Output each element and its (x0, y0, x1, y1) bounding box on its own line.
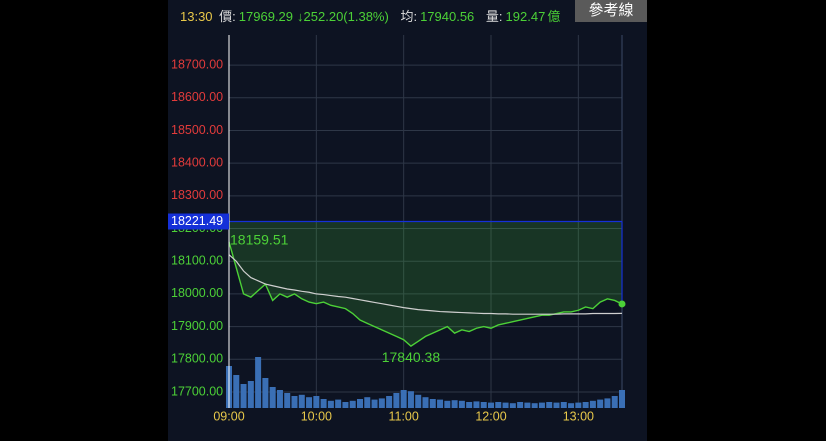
volume: 192.47 (505, 9, 546, 24)
x-tick-label: 11:00 (388, 409, 418, 423)
volume-bar (488, 402, 494, 408)
volume-bar (538, 402, 545, 408)
reference-line-button[interactable]: 參考線 (575, 0, 647, 22)
volume-bar (240, 384, 247, 408)
reference-label: 18221.49 (171, 214, 223, 228)
volume-bar (364, 397, 371, 408)
y-tick-label: 18300.00 (171, 188, 223, 202)
volume-bar (291, 396, 298, 408)
avg: 17940.56 (420, 9, 475, 24)
volume-bar (284, 393, 291, 408)
volume-bar (320, 399, 327, 408)
y-tick-label: 18000.00 (171, 286, 223, 300)
reference-label-box (168, 213, 229, 230)
y-tick-label: 17800.00 (171, 352, 223, 366)
volume-bar (342, 402, 349, 408)
extreme-label: 18159.51 (230, 231, 289, 247)
volume-bar (568, 403, 575, 408)
volume-unit: 億 (547, 9, 561, 24)
series-line (228, 254, 623, 315)
volume-bar (429, 399, 436, 408)
y-tick-label: 18700.00 (171, 57, 223, 71)
price-label: 價: (219, 9, 236, 24)
price: 17969.29 (238, 9, 294, 24)
volume-bar (575, 402, 582, 408)
volume-bar (619, 390, 625, 408)
change: ↓252.20(1.38%) (297, 9, 389, 24)
volume-bar (611, 396, 618, 408)
volume-bar (473, 401, 480, 408)
volume-bar (495, 402, 502, 408)
volume-bar (407, 391, 414, 408)
volume-bar (560, 402, 567, 408)
time: 13:30 (180, 9, 213, 24)
range-fill (229, 221, 622, 347)
volume-bar (306, 397, 313, 408)
volume-bar (546, 402, 553, 408)
volume-bar (517, 402, 524, 408)
volume-bar (597, 399, 604, 408)
volume-bar (262, 378, 269, 408)
volume-bar (451, 400, 458, 408)
y-tick-label: 18600.00 (171, 90, 223, 104)
volume-bar (349, 400, 356, 408)
volume-bar (458, 400, 465, 408)
volume-bar (480, 402, 487, 408)
volume-bar (386, 396, 393, 408)
last-price-dot (618, 300, 626, 308)
volume-bar (378, 398, 385, 408)
volume-bar (466, 402, 473, 408)
volume-bar (437, 399, 444, 408)
y-tick-label: 17900.00 (171, 319, 223, 333)
volume-bar (604, 398, 611, 408)
x-tick-label: 13:00 (563, 409, 594, 423)
volume-bar (269, 387, 276, 408)
series-line (228, 241, 623, 347)
volume-bar (233, 375, 240, 408)
volume-bar (582, 402, 589, 408)
volume-bar (502, 402, 509, 408)
volume-bar (357, 399, 363, 408)
volume-bar (531, 403, 538, 408)
volume-bar (553, 402, 560, 408)
volume-bar (509, 403, 516, 408)
quote-header: 13:30 價: 17969.29 ↓252.20(1.38%) 均: 17940.5… (180, 6, 563, 25)
y-tick-label: 18400.00 (171, 155, 223, 169)
volume-bar (393, 393, 400, 408)
chart-panel (168, 0, 647, 441)
volume-bar (327, 400, 334, 408)
volume-bar (298, 394, 305, 408)
volume-bar (247, 381, 254, 408)
volume-bar (444, 400, 451, 408)
volume-bar (335, 399, 342, 408)
volume-bar (371, 399, 378, 408)
volume-bar (589, 400, 596, 408)
volume-bar (255, 357, 262, 408)
x-tick-label: 12:00 (475, 409, 506, 423)
y-tick-label: 18500.00 (171, 123, 223, 137)
volume-bar (524, 402, 531, 408)
volume-bar (415, 394, 422, 408)
y-tick-label: 17700.00 (171, 384, 223, 398)
avg-label: 均: (400, 9, 418, 24)
extreme-label: 17840.38 (382, 349, 441, 365)
y-tick-label: 18100.00 (171, 254, 223, 268)
volume-label: 量: (485, 9, 503, 24)
volume-bar (422, 397, 429, 408)
volume-bar (276, 390, 283, 408)
x-tick-label: 10:00 (301, 409, 332, 423)
x-tick-label: 09:00 (213, 409, 244, 423)
volume-bar (400, 390, 407, 408)
volume-bar (313, 396, 320, 408)
